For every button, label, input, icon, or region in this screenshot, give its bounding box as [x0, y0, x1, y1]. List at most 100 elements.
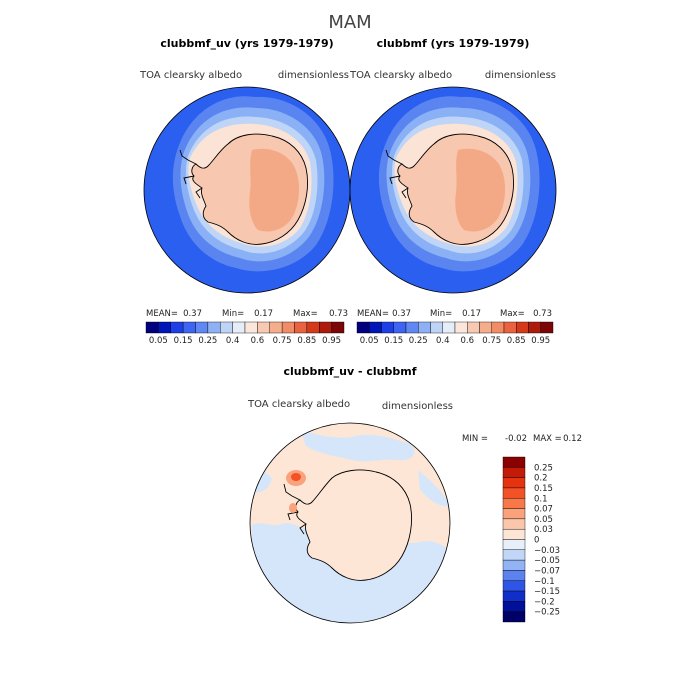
colorbar-swatch: [257, 321, 270, 334]
colorbar-swatch: [502, 590, 526, 602]
colorbar-swatch: [306, 321, 320, 334]
panel-2-map: [350, 87, 556, 293]
panel-3-neg-patch: [418, 470, 450, 507]
colorbar-swatch: [502, 570, 526, 581]
colorbar-tick-label: 0.05: [534, 515, 553, 525]
panel-1-stats: MEAN= 0.37 Min= 0.17 Max= 0.73: [146, 309, 348, 319]
panel-1-variable: TOA clearsky albedo: [139, 70, 242, 81]
panel-3-border: [249, 422, 451, 624]
colorbar-tick-label: 0.95: [531, 336, 550, 346]
panel-2-units: dimensionless: [485, 70, 556, 81]
colorbar-swatch: [502, 498, 526, 509]
panel-3-title: clubbmf_uv - clubbmf: [284, 365, 417, 378]
panel-2-colorbar: 0.05 0.15 0.25 0.4 0.6 0.75 0.85 0.95: [356, 321, 554, 346]
panel-2-max-label: Max=: [500, 309, 525, 319]
panel-3-variable: TOA clearsky albedo: [247, 399, 350, 410]
colorbar-swatch: [454, 321, 468, 334]
colorbar-tick-label: −0.2: [534, 597, 555, 607]
colorbar-tick-label: 0.4: [226, 336, 240, 346]
colorbar-swatch: [405, 321, 419, 334]
colorbar-swatch: [207, 321, 221, 334]
colorbar-swatch: [502, 456, 526, 468]
colorbar-tick-label: −0.15: [534, 587, 560, 597]
colorbar-tick-label: −0.07: [534, 566, 560, 576]
panel-3-max-label: MAX =: [533, 434, 562, 444]
colorbar-swatch: [540, 321, 554, 334]
colorbar-tick-label: 0.15: [534, 484, 553, 494]
panel-2: clubbmf (yrs 1979-1979) TOA clearsky alb…: [349, 37, 557, 346]
colorbar-swatch: [502, 580, 526, 592]
panel-3-stats: MIN = -0.02 MAX = 0.12: [462, 434, 582, 444]
colorbar-tick-label: 0.85: [507, 336, 526, 346]
colorbar-swatch: [442, 321, 456, 334]
panel-3-coast-peninsula: [283, 483, 307, 535]
colorbar-swatch: [195, 321, 209, 334]
colorbar-swatch: [182, 321, 196, 334]
panel-3-min-label: MIN =: [462, 434, 488, 444]
panel-2-border: [349, 86, 557, 294]
colorbar-swatch: [491, 321, 505, 334]
colorbar-swatch: [502, 559, 526, 571]
panel-2-mean-label: MEAN=: [357, 309, 389, 319]
panel-3-hotspot-small: [289, 503, 297, 513]
colorbar-swatch: [502, 487, 526, 499]
colorbar-swatch: [269, 321, 283, 334]
colorbar-swatch: [145, 321, 159, 334]
panel-2-title: clubbmf (yrs 1979-1979): [377, 37, 530, 50]
colorbar-swatch: [369, 321, 382, 334]
panel-1-mean-label: MEAN=: [146, 309, 178, 319]
panel-1-mean: 0.37: [183, 309, 202, 319]
colorbar-swatch: [331, 321, 345, 334]
panel-3-hotspot-core: [291, 473, 301, 481]
colorbar-tick-label: 0.75: [273, 336, 292, 346]
colorbar-swatch: [502, 518, 526, 530]
colorbar-swatch: [418, 321, 431, 334]
colorbar-swatch: [502, 549, 526, 561]
colorbar-tick-label: 0.25: [198, 336, 217, 346]
panel-1-coast-peninsula: [179, 149, 203, 199]
panel-3-neg-patch: [300, 430, 415, 462]
panel-1: clubbmf_uv (yrs 1979-1979) TOA clearsky …: [139, 37, 351, 346]
panel-2-variable: TOA clearsky albedo: [349, 70, 452, 81]
colorbar-tick-label: −0.03: [534, 546, 560, 556]
colorbar-tick-label: −0.1: [534, 577, 555, 587]
panel-1-units: dimensionless: [278, 70, 349, 81]
colorbar-tick-label: 0.05: [149, 336, 168, 346]
colorbar-tick-label: 0.15: [384, 336, 403, 346]
panel-2-mean: 0.37: [392, 309, 411, 319]
panel-1-map: [144, 87, 350, 293]
colorbar-swatch: [393, 321, 407, 334]
panel-1-max: 0.73: [329, 309, 348, 319]
panel-1-min-label: Min=: [222, 309, 244, 319]
colorbar-swatch: [244, 321, 258, 334]
colorbar-tick-label: −0.25: [534, 608, 560, 618]
colorbar-swatch: [528, 321, 541, 334]
colorbar-swatch: [479, 321, 492, 334]
panel-3-map: [250, 423, 450, 623]
panel-2-interior: [455, 148, 506, 232]
colorbar-swatch: [158, 321, 171, 334]
figure-title: MAM: [328, 12, 371, 33]
colorbar-swatch: [502, 611, 526, 623]
colorbar-swatch: [467, 321, 480, 334]
colorbar-swatch: [220, 321, 233, 334]
colorbar-tick-label: 0.1: [534, 494, 548, 504]
panel-1-min: 0.17: [254, 309, 273, 319]
colorbar-swatch: [430, 321, 443, 334]
colorbar-tick-label: 0.03: [534, 525, 553, 535]
colorbar-swatch: [516, 321, 529, 334]
colorbar-tick-label: 0.25: [534, 463, 553, 473]
colorbar-tick-label: 0: [534, 536, 539, 546]
colorbar-tick-label: 0.75: [482, 336, 501, 346]
colorbar-tick-label: 0.95: [322, 336, 341, 346]
panel-2-max: 0.73: [533, 309, 552, 319]
panel-3-units: dimensionless: [382, 401, 453, 412]
panel-1-title: clubbmf_uv (yrs 1979-1979): [160, 37, 333, 50]
panel-2-coast-peninsula: [385, 149, 409, 199]
colorbar-tick-label: 0.25: [409, 336, 428, 346]
panel-1-colorbar: 0.05 0.15 0.25 0.4 0.6 0.75 0.85 0.95: [145, 321, 345, 346]
colorbar-tick-label: 0.4: [436, 336, 450, 346]
panel-2-min-label: Min=: [430, 309, 452, 319]
panel-3-min: -0.02: [505, 434, 527, 444]
panel-3-colorbar: 0.250.20.150.10.070.050.030−0.03−0.05−0.…: [502, 456, 560, 623]
